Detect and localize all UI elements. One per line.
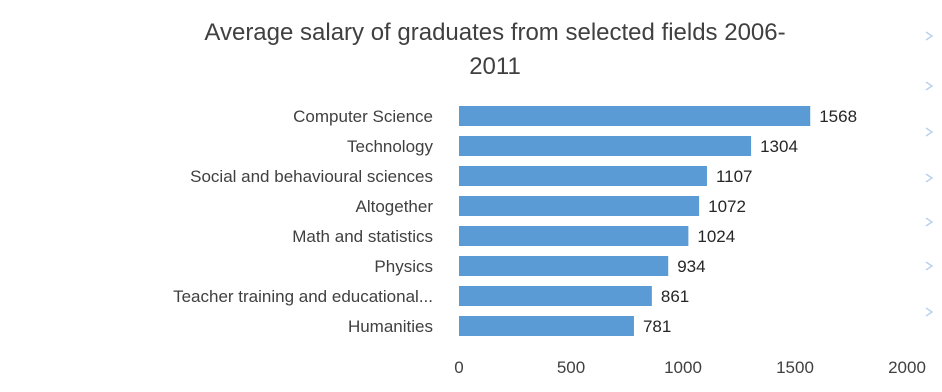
edge-chevron-icon xyxy=(925,307,934,317)
bar xyxy=(459,106,811,126)
category-label: Computer Science xyxy=(293,107,433,126)
edge-chevron-icon xyxy=(925,127,934,137)
category-label: Physics xyxy=(374,257,433,276)
data-label: 1107 xyxy=(716,167,753,186)
chart-title-line-2: 2011 xyxy=(469,53,521,80)
x-tick-label: 2000 xyxy=(888,358,926,377)
category-label: Social and behavioural sciences xyxy=(190,167,433,186)
bar xyxy=(459,196,700,216)
category-label: Humanities xyxy=(348,317,433,336)
right-edge-decoration xyxy=(925,31,934,317)
x-tick-label: 500 xyxy=(557,358,585,377)
x-tick-label: 1500 xyxy=(776,358,814,377)
category-label: Technology xyxy=(347,137,434,156)
x-tick-label: 0 xyxy=(454,358,463,377)
edge-chevron-icon xyxy=(925,173,934,183)
plot-area: Computer Science 1568 Technology 1304 Social… xyxy=(173,106,926,377)
x-tick-label: 1000 xyxy=(664,358,702,377)
bar xyxy=(459,166,707,186)
bar xyxy=(459,316,634,336)
category-label: Altogether xyxy=(356,197,434,216)
edge-chevron-icon xyxy=(925,261,934,271)
category-label: Teacher training and educational... xyxy=(173,287,433,306)
edge-chevron-icon xyxy=(925,217,934,227)
data-label: 934 xyxy=(677,257,705,276)
data-label: 1024 xyxy=(697,227,735,246)
edge-chevron-icon xyxy=(925,81,934,91)
edge-chevron-icon xyxy=(925,31,934,41)
data-label: 1568 xyxy=(819,107,857,126)
bar xyxy=(459,286,652,306)
data-label: 1304 xyxy=(760,137,798,156)
chart-title-line-1: Average salary of graduates from selecte… xyxy=(204,19,785,46)
chart-title: Average salary of graduates from selecte… xyxy=(204,19,785,80)
category-label: Math and statistics xyxy=(292,227,433,246)
bar xyxy=(459,256,669,276)
data-label: 1072 xyxy=(708,197,746,216)
data-label: 781 xyxy=(643,317,671,336)
bar xyxy=(459,136,752,156)
data-label: 861 xyxy=(661,287,689,306)
bar xyxy=(459,226,689,246)
